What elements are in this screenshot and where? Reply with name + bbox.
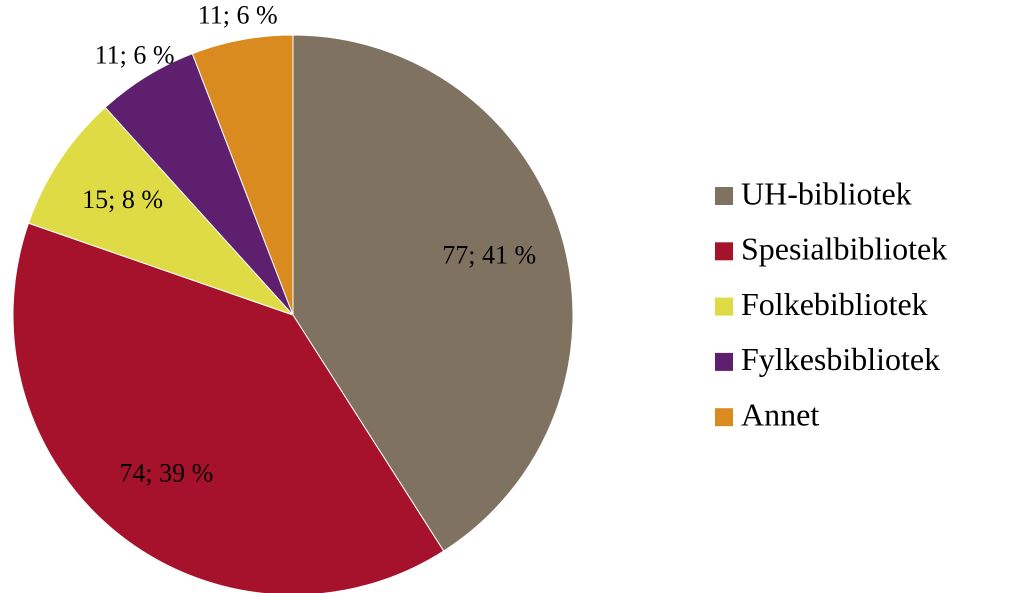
legend-swatch (715, 187, 733, 205)
pie-slice (27, 106, 294, 316)
data-label: 74; 39 % (119, 458, 213, 487)
data-label: 11; 6 % (95, 40, 175, 69)
legend-label: Annet (741, 397, 819, 433)
data-label: 11; 6 % (198, 1, 278, 30)
legend-label: UH-bibliotek (741, 175, 912, 211)
legend-swatch (715, 297, 733, 316)
pie-slice (12, 222, 445, 593)
legend-label: Fylkesbibliotek (741, 341, 940, 377)
data-label: 15; 8 % (82, 185, 163, 214)
legend-label: Folkebibliotek (741, 286, 928, 322)
data-label: 77; 41 % (442, 241, 536, 270)
pie-slice (292, 34, 574, 552)
legend-swatch (715, 352, 733, 371)
pie-slice (191, 34, 294, 316)
legend-label: Spesialbibliotek (741, 231, 947, 267)
legend-swatch (715, 242, 733, 261)
legend-swatch (715, 408, 733, 427)
